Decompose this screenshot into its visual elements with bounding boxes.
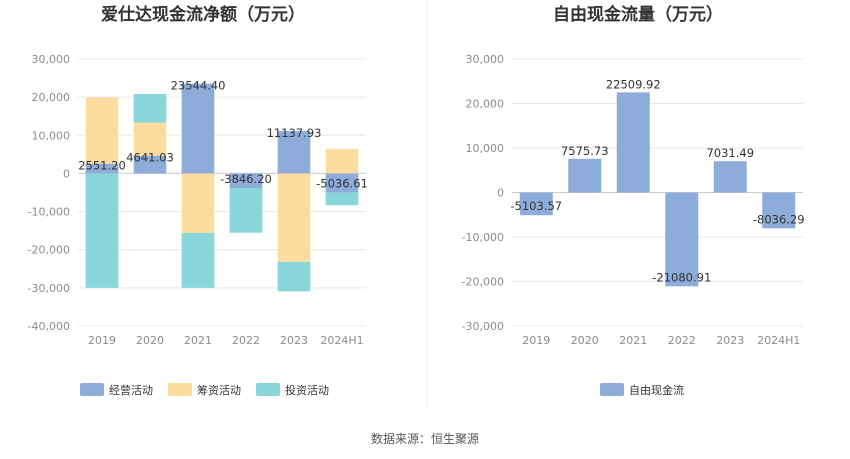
bar-operating-2021[interactable] bbox=[181, 83, 215, 174]
right-chart-legend[interactable]: 自由现金流 bbox=[600, 383, 684, 397]
x-tick-label: 2021 bbox=[184, 334, 212, 347]
legend-swatch-financing[interactable] bbox=[168, 383, 192, 396]
x-tick-label: 2020 bbox=[136, 334, 164, 347]
y-tick-label: 10,000 bbox=[32, 129, 71, 142]
data-label: -3846.20 bbox=[220, 172, 272, 186]
bar-investing-2024H1[interactable] bbox=[325, 192, 359, 206]
left-chart-x-axis: 2019 2020 2021 2022 2023 2024H1 bbox=[88, 334, 364, 347]
bar-operating-2024H1[interactable] bbox=[325, 173, 359, 193]
right-chart-grid bbox=[512, 58, 803, 327]
bar-free_cash_flow-2020[interactable] bbox=[568, 158, 602, 193]
bar-investing-2019[interactable] bbox=[85, 173, 119, 288]
right-chart-bars bbox=[519, 92, 796, 287]
bar-financing-2020[interactable] bbox=[133, 122, 167, 156]
y-tick-label: 20,000 bbox=[32, 91, 71, 104]
data-label: 2551.20 bbox=[78, 159, 126, 173]
left-chart-bars bbox=[85, 83, 359, 292]
bar-free_cash_flow-2019[interactable] bbox=[519, 192, 553, 216]
bar-financing-2021[interactable] bbox=[181, 173, 215, 233]
y-tick-label: 20,000 bbox=[466, 98, 505, 111]
y-tick-label: -30,000 bbox=[28, 282, 70, 295]
x-tick-label: 2019 bbox=[88, 334, 116, 347]
x-tick-label: 2019 bbox=[522, 334, 550, 347]
bar-free_cash_flow-2022[interactable] bbox=[665, 192, 699, 287]
x-tick-label: 2024H1 bbox=[757, 334, 800, 347]
bar-investing-2020[interactable] bbox=[133, 93, 167, 123]
x-tick-label: 2023 bbox=[280, 334, 308, 347]
bar-operating-2023[interactable] bbox=[277, 130, 311, 174]
legend-label-operating[interactable]: 经营活动 bbox=[109, 383, 153, 397]
bar-investing-2023[interactable] bbox=[277, 261, 311, 292]
right-chart-data-labels: -5103.57 7575.73 22509.92 -21080.91 7031.49 -… bbox=[510, 77, 804, 284]
bar-operating-2022[interactable] bbox=[229, 173, 263, 189]
x-tick-label: 2020 bbox=[571, 334, 599, 347]
data-label: 7575.73 bbox=[561, 144, 609, 158]
x-tick-label: 2022 bbox=[232, 334, 260, 347]
bar-operating-2019[interactable] bbox=[85, 163, 119, 174]
left-chart-title: 爱仕达现金流净额（万元） bbox=[101, 4, 305, 25]
y-tick-label: -20,000 bbox=[28, 244, 70, 257]
right-chart-x-axis: 2019 2020 2021 2022 2023 2024H1 bbox=[522, 334, 800, 347]
legend-swatch-free_cash_flow[interactable] bbox=[600, 383, 624, 396]
source-text: 数据来源：恒生聚源 bbox=[371, 431, 479, 446]
legend-swatch-operating[interactable] bbox=[80, 383, 104, 396]
y-tick-label: 0 bbox=[497, 187, 504, 200]
bar-investing-2021[interactable] bbox=[181, 232, 215, 288]
bar-free_cash_flow-2023[interactable] bbox=[713, 161, 747, 193]
bar-financing-2019[interactable] bbox=[85, 97, 119, 164]
y-tick-label: -10,000 bbox=[462, 231, 504, 244]
x-tick-label: 2021 bbox=[619, 334, 647, 347]
legend-label-financing[interactable]: 筹资活动 bbox=[197, 383, 241, 397]
data-label: -8036.29 bbox=[753, 212, 805, 226]
y-tick-label: -10,000 bbox=[28, 206, 70, 219]
bar-financing-2024H1[interactable] bbox=[325, 149, 359, 174]
y-tick-label: -20,000 bbox=[462, 276, 504, 289]
data-label: 4641.03 bbox=[126, 151, 174, 165]
legend-label-free_cash_flow[interactable]: 自由现金流 bbox=[629, 383, 684, 397]
left-chart-y-axis: 30,000 20,000 10,000 0 -10,000 -20,000 -30,000… bbox=[28, 53, 70, 333]
x-tick-label: 2022 bbox=[668, 334, 696, 347]
bar-free_cash_flow-2021[interactable] bbox=[616, 92, 650, 193]
y-tick-label: -40,000 bbox=[28, 320, 70, 333]
data-label: -5103.57 bbox=[510, 199, 562, 213]
data-label: 11137.93 bbox=[267, 126, 322, 140]
data-label: 22509.92 bbox=[606, 77, 661, 91]
left-chart-grid bbox=[78, 58, 366, 327]
bar-operating-2020[interactable] bbox=[133, 155, 167, 174]
x-tick-label: 2023 bbox=[716, 334, 744, 347]
y-tick-label: 10,000 bbox=[466, 142, 505, 155]
data-label: -21080.91 bbox=[652, 270, 711, 284]
bar-financing-2023[interactable] bbox=[277, 173, 311, 262]
y-tick-label: 30,000 bbox=[466, 53, 505, 66]
right-chart-y-axis: 30,000 20,000 10,000 0 -10,000 -20,000 -30,000 bbox=[462, 53, 504, 333]
y-tick-label: 0 bbox=[63, 167, 70, 180]
data-label: -5036.61 bbox=[316, 177, 368, 191]
x-tick-label: 2024H1 bbox=[320, 334, 363, 347]
y-tick-label: -30,000 bbox=[462, 320, 504, 333]
data-label: 23544.40 bbox=[171, 79, 226, 93]
bar-free_cash_flow-2024H1[interactable] bbox=[762, 192, 796, 229]
left-chart-legend[interactable]: 经营活动 筹资活动 投资活动 bbox=[80, 383, 329, 397]
bar-investing-2022[interactable] bbox=[229, 188, 263, 233]
legend-swatch-investing[interactable] bbox=[256, 383, 280, 396]
data-label: 7031.49 bbox=[706, 146, 754, 160]
right-chart-title: 自由现金流量（万元） bbox=[553, 4, 723, 25]
y-tick-label: 30,000 bbox=[32, 53, 71, 66]
legend-label-investing[interactable]: 投资活动 bbox=[285, 383, 329, 397]
